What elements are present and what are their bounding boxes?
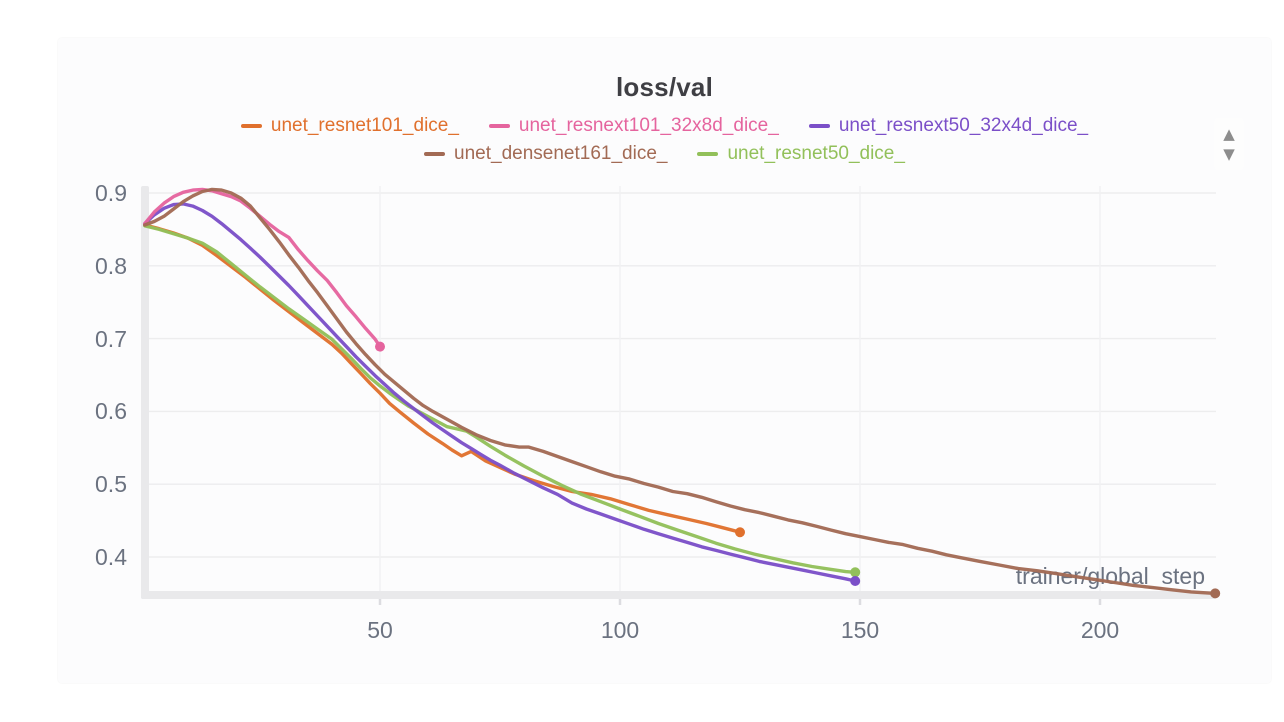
panel-move-down-button[interactable]: ▼ [1223, 145, 1235, 163]
x-axis-bar [141, 591, 1216, 599]
panel-scroller: ▲ ▼ [1214, 118, 1244, 170]
legend-dash-icon [697, 152, 719, 156]
y-tick-label: 0.6 [95, 398, 127, 425]
y-tick-label: 0.8 [95, 252, 127, 279]
series-end-marker-unet_resnet101_dice_ [735, 527, 745, 538]
x-tick-mark [858, 599, 862, 605]
series-line-unet_resnext50_32x4d_dice_[interactable] [143, 202, 857, 583]
series-line-unet_densenet161_dice_[interactable] [143, 187, 1217, 596]
y-tick-label: 0.4 [95, 544, 127, 570]
legend-label: unet_resnext101_32x8d_dice_ [518, 115, 779, 136]
series-end-marker-unet_resnext101_32x8d_dice_ [375, 341, 385, 352]
x-tick-label: 50 [367, 617, 393, 643]
legend-item-unet_resnet50_dice_[interactable]: unet_resnet50_dice_ [697, 143, 905, 165]
legend-item-unet_densenet161_dice_[interactable]: unet_densenet161_dice_ [424, 143, 667, 165]
legend-label: unet_resnext50_32x4d_dice_ [838, 115, 1089, 136]
series-line-unet_resnet50_dice_[interactable] [143, 224, 857, 574]
legend-dash-icon [240, 124, 262, 128]
series-end-marker-unet_resnext50_32x4d_dice_ [850, 576, 861, 587]
x-tick-label: 200 [1080, 617, 1120, 643]
y-tick-label: 0.7 [95, 325, 127, 352]
legend-item-unet_resnext50_32x4d_dice_[interactable]: unet_resnext50_32x4d_dice_ [808, 115, 1089, 137]
x-tick-mark [378, 599, 382, 605]
y-tick-label: 0.9 [95, 180, 127, 206]
series-line-unet_resnext101_32x8d_dice_[interactable] [143, 187, 382, 349]
x-tick-mark [618, 599, 622, 605]
legend-dash-icon [808, 124, 830, 128]
legend-row: unet_resnet101_dice_ unet_resnext101_32x8… [240, 115, 1089, 137]
series-end-marker-unet_densenet161_dice_ [1210, 588, 1221, 599]
legend-label: unet_resnet50_dice_ [727, 143, 905, 164]
x-tick-mark [1098, 599, 1102, 605]
legend-dash-icon [488, 124, 510, 128]
panel-move-up-button[interactable]: ▲ [1223, 125, 1235, 143]
x-axis-label: trainer/global_step [1015, 563, 1205, 589]
series-end-marker-unet_resnet50_dice_ [850, 567, 861, 578]
legend-row: unet_densenet161_dice_ unet_resnet50_dice… [424, 143, 905, 165]
x-tick-label: 150 [840, 617, 880, 643]
chart-legend: unet_resnet101_dice_ unet_resnext101_32x8… [58, 115, 1271, 165]
series-line-unet_resnet101_dice_[interactable] [143, 223, 742, 534]
legend-label: unet_resnet101_dice_ [270, 115, 459, 136]
chart-title: loss/val [616, 72, 713, 102]
y-axis-bar [141, 186, 149, 599]
legend-item-unet_resnet101_dice_[interactable]: unet_resnet101_dice_ [240, 115, 459, 137]
x-tick-label: 100 [600, 617, 640, 643]
y-tick-label: 0.5 [95, 471, 127, 498]
legend-dash-icon [424, 152, 446, 156]
legend-item-unet_resnext101_32x8d_dice_[interactable]: unet_resnext101_32x8d_dice_ [488, 115, 779, 137]
legend-label: unet_densenet161_dice_ [454, 143, 668, 164]
